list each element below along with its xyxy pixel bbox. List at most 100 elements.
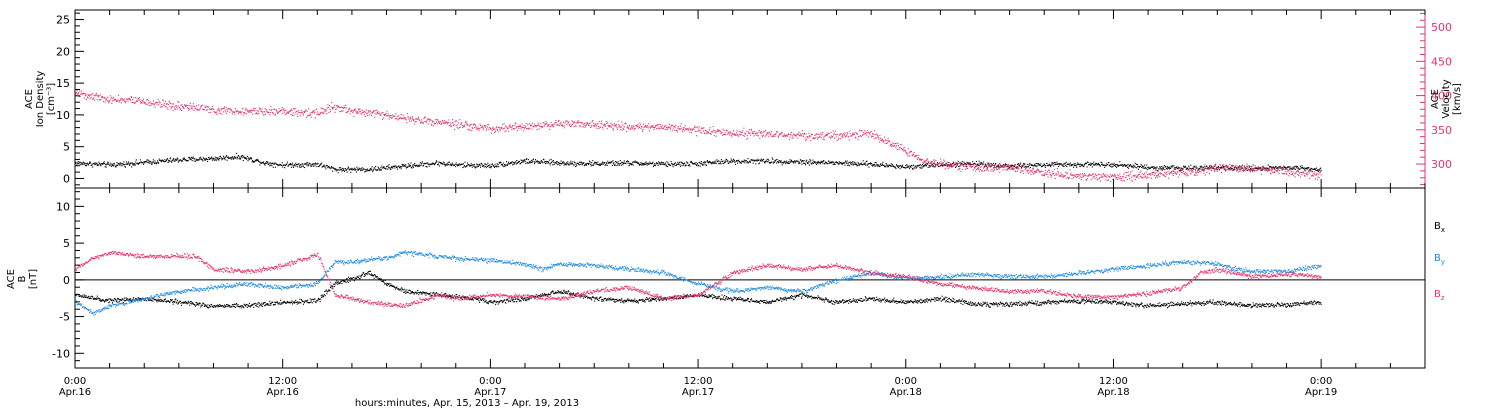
data-point [276,110,277,111]
data-point [147,104,148,105]
data-point [926,160,927,161]
data-point [274,164,275,165]
data-point [586,165,587,166]
data-point [621,126,622,127]
data-point [1028,173,1029,174]
data-point [1165,176,1166,177]
data-point [1238,172,1239,173]
data-point [945,168,946,169]
data-point [256,112,257,113]
data-point [337,106,338,107]
data-point [900,168,901,169]
data-point [248,110,249,111]
data-point [902,166,903,167]
data-point [516,126,517,127]
data-point [379,113,380,114]
data-point [955,167,956,168]
data-point [487,166,488,167]
data-point [522,127,523,128]
data-point [891,163,892,164]
data-point [964,164,965,165]
data-point [262,162,263,163]
data-point [168,104,169,105]
data-point [853,164,854,165]
data-point [362,170,363,171]
data-point [1153,166,1154,167]
data-point [858,162,859,163]
data-point [887,166,888,167]
data-point [396,118,397,119]
data-point [527,124,528,125]
data-point [191,159,192,160]
data-point [170,157,171,158]
data-point [1109,165,1110,166]
data-point [675,125,676,126]
data-point [216,114,217,115]
data-point [306,110,307,111]
data-point [202,159,203,160]
data-point [541,126,542,127]
data-point [576,165,577,166]
data-point [1165,167,1166,168]
data-point [891,166,892,167]
data-point [137,101,138,102]
data-point [701,161,702,162]
data-point [489,167,490,168]
data-point [621,165,622,166]
data-point [95,162,96,163]
data-point [684,127,685,128]
data-point [538,163,539,164]
data-point [490,167,491,168]
data-point [1268,170,1269,171]
data-point [720,131,721,132]
data-point [962,169,963,170]
data-point [802,130,803,131]
data-point [270,106,271,107]
data-point [552,124,553,125]
data-point [920,164,921,165]
data-point [865,163,866,164]
data-point [1289,169,1290,170]
data-point [1254,168,1255,169]
data-point [665,125,666,126]
data-point [351,168,352,169]
data-point [664,126,665,127]
data-point [679,129,680,130]
data-point [161,161,162,162]
data-point [1141,171,1142,172]
data-point [626,127,627,128]
data-point [1308,167,1309,168]
data-point [190,103,191,104]
data-point [739,131,740,132]
data-point [793,162,794,163]
data-point [598,128,599,129]
data-point [158,104,159,105]
data-point [717,129,718,130]
data-point [861,136,862,137]
data-point [227,160,228,161]
data-point [820,137,821,138]
data-point [1273,167,1274,168]
data-point [1213,166,1214,167]
data-point [910,167,911,168]
data-point [1271,169,1272,170]
data-point [224,106,225,107]
data-point [294,164,295,165]
data-point [514,163,515,164]
data-point [1273,169,1274,170]
data-point [620,127,621,128]
data-point [184,157,185,158]
data-point [427,163,428,164]
data-point [786,162,787,163]
data-point [1041,171,1042,172]
data-point [1058,163,1059,164]
data-point [730,161,731,162]
data-point [135,97,136,98]
data-point [956,162,957,163]
data-point [425,163,426,164]
data-point [532,161,533,162]
data-point [486,128,487,129]
data-point [766,134,767,135]
data-point [1043,175,1044,176]
data-point [272,163,273,164]
